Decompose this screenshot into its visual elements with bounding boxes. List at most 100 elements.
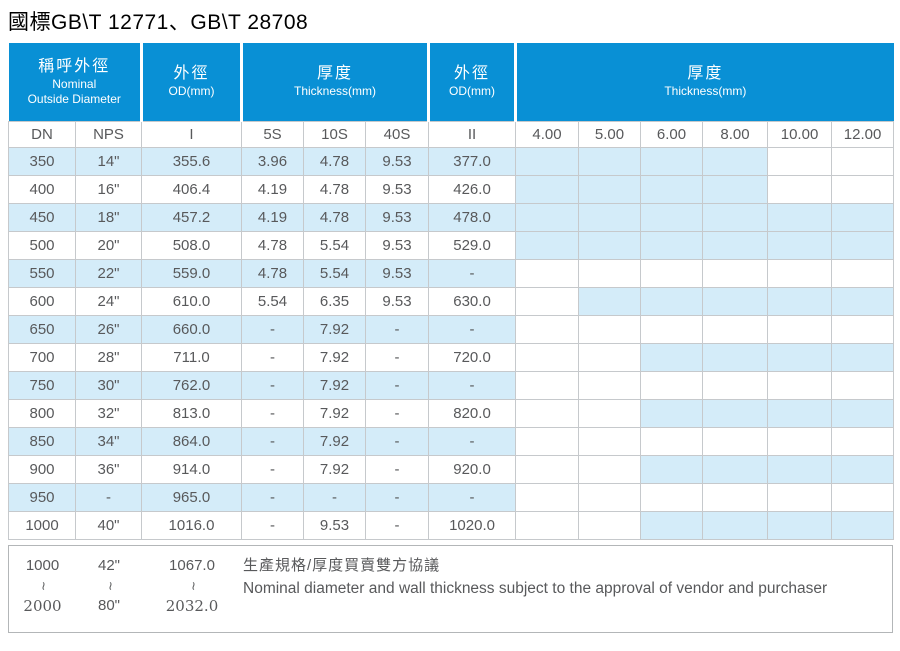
- table-row: 800 32" 813.0 - 7.92 - 820.0: [8, 398, 895, 428]
- cell-5s: 4.78: [241, 230, 304, 260]
- header-zh-label: 外徑: [173, 65, 210, 83]
- cell-od2: -: [428, 314, 517, 344]
- cell-od1: 864.0: [141, 426, 242, 456]
- cell-5s: 4.19: [241, 202, 304, 232]
- cell-od2: 820.0: [428, 398, 517, 428]
- cell-8mm-availability: [702, 174, 769, 204]
- subheader-10s: 10S: [303, 120, 366, 148]
- cell-10mm-availability: [767, 202, 833, 232]
- cell-12mm-availability: [831, 174, 895, 204]
- table-row: 500 20" 508.0 4.78 5.54 9.53 529.0: [8, 230, 895, 260]
- footer-dn-top: 1000: [25, 556, 60, 574]
- cell-dn: 900: [8, 454, 76, 484]
- cell-12mm-availability: [831, 314, 895, 344]
- cell-10mm-availability: [767, 342, 833, 372]
- footer-od-range: 1067.0 ~ 2032.0: [142, 554, 242, 632]
- cell-5s: 3.96: [241, 146, 304, 176]
- cell-10mm-availability: [767, 482, 833, 512]
- footer-dn-range: 1000 ~ 2000: [9, 554, 76, 632]
- cell-10s: 9.53: [303, 510, 366, 540]
- cell-6mm-availability: [640, 426, 704, 456]
- cell-4mm-availability: [515, 146, 580, 176]
- cell-40s: -: [364, 314, 430, 344]
- cell-5mm-availability: [578, 482, 642, 512]
- cell-5mm-availability: [578, 426, 642, 456]
- cell-12mm-availability: [831, 426, 895, 456]
- subheader-dn: DN: [8, 120, 76, 148]
- table-row: 750 30" 762.0 - 7.92 - -: [8, 370, 895, 400]
- cell-5s: 5.54: [241, 286, 304, 316]
- cell-10s: 4.78: [303, 146, 366, 176]
- footer-od-top: 1067.0: [169, 556, 215, 574]
- table-row: 600 24" 610.0 5.54 6.35 9.53 630.0: [8, 286, 895, 316]
- cell-4mm-availability: [515, 230, 580, 260]
- cell-dn: 450: [8, 202, 76, 232]
- header-od-1: 外徑 OD(mm): [140, 43, 242, 121]
- cell-10mm-availability: [767, 286, 833, 316]
- cell-40s: 9.53: [364, 202, 430, 232]
- cell-8mm-availability: [702, 258, 769, 288]
- table-row: 850 34" 864.0 - 7.92 - -: [8, 426, 895, 456]
- cell-10s: 6.35: [303, 286, 366, 316]
- cell-5mm-availability: [578, 510, 642, 540]
- cell-8mm-availability: [702, 314, 769, 344]
- cell-5s: -: [241, 314, 304, 344]
- cell-12mm-availability: [831, 202, 895, 232]
- cell-5s: -: [241, 482, 304, 512]
- cell-4mm-availability: [515, 174, 580, 204]
- cell-5s: -: [241, 342, 304, 372]
- cell-od1: 711.0: [141, 342, 242, 372]
- header-zh-label: 稱呼外徑: [38, 57, 111, 75]
- cell-10mm-availability: [767, 230, 833, 260]
- cell-12mm-availability: [831, 398, 895, 428]
- cell-4mm-availability: [515, 482, 580, 512]
- cell-10mm-availability: [767, 258, 833, 288]
- subheader-od1: I: [141, 120, 242, 148]
- cell-4mm-availability: [515, 454, 580, 484]
- header-zh-label: 厚度: [317, 65, 354, 83]
- cell-dn: 1000: [8, 510, 76, 540]
- cell-nps: 28": [75, 342, 142, 372]
- cell-od2: 1020.0: [428, 510, 517, 540]
- cell-10s: 5.54: [303, 230, 366, 260]
- header-thickness-1: 厚度 Thickness(mm): [239, 43, 429, 121]
- cell-40s: -: [364, 482, 430, 512]
- cell-40s: 9.53: [364, 286, 430, 316]
- cell-nps: -: [75, 482, 142, 512]
- cell-40s: 9.53: [364, 230, 430, 260]
- cell-od2: -: [428, 426, 517, 456]
- cell-dn: 950: [8, 482, 76, 512]
- cell-5mm-availability: [578, 174, 642, 204]
- cell-5mm-availability: [578, 342, 642, 372]
- cell-8mm-availability: [702, 454, 769, 484]
- table-row: 550 22" 559.0 4.78 5.54 9.53 -: [8, 258, 895, 288]
- header-en-label: OD(mm): [449, 84, 496, 99]
- cell-10s: 5.54: [303, 258, 366, 288]
- table-row: 950 - 965.0 - - - -: [8, 482, 895, 512]
- header-group-row: 稱呼外徑 Nominal Outside Diameter 外徑 OD(mm) …: [8, 43, 894, 121]
- footer-nps-top: 42": [97, 556, 120, 574]
- cell-40s: 9.53: [364, 174, 430, 204]
- cell-5s: -: [241, 454, 304, 484]
- range-tilde-icon: ~: [183, 581, 201, 590]
- cell-od2: 720.0: [428, 342, 517, 372]
- cell-6mm-availability: [640, 510, 704, 540]
- cell-10mm-availability: [767, 174, 833, 204]
- subheader-nps: NPS: [75, 120, 142, 148]
- cell-40s: -: [364, 342, 430, 372]
- cell-dn: 400: [8, 174, 76, 204]
- cell-12mm-availability: [831, 370, 895, 400]
- cell-6mm-availability: [640, 314, 704, 344]
- cell-od2: 426.0: [428, 174, 517, 204]
- cell-dn: 700: [8, 342, 76, 372]
- cell-4mm-availability: [515, 398, 580, 428]
- cell-10mm-availability: [767, 146, 833, 176]
- header-en-label: Nominal: [52, 76, 97, 91]
- cell-nps: 16": [75, 174, 142, 204]
- table-row: 900 36" 914.0 - 7.92 - 920.0: [8, 454, 895, 484]
- cell-5mm-availability: [578, 202, 642, 232]
- cell-40s: -: [364, 510, 430, 540]
- cell-od2: 377.0: [428, 146, 517, 176]
- cell-6mm-availability: [640, 286, 704, 316]
